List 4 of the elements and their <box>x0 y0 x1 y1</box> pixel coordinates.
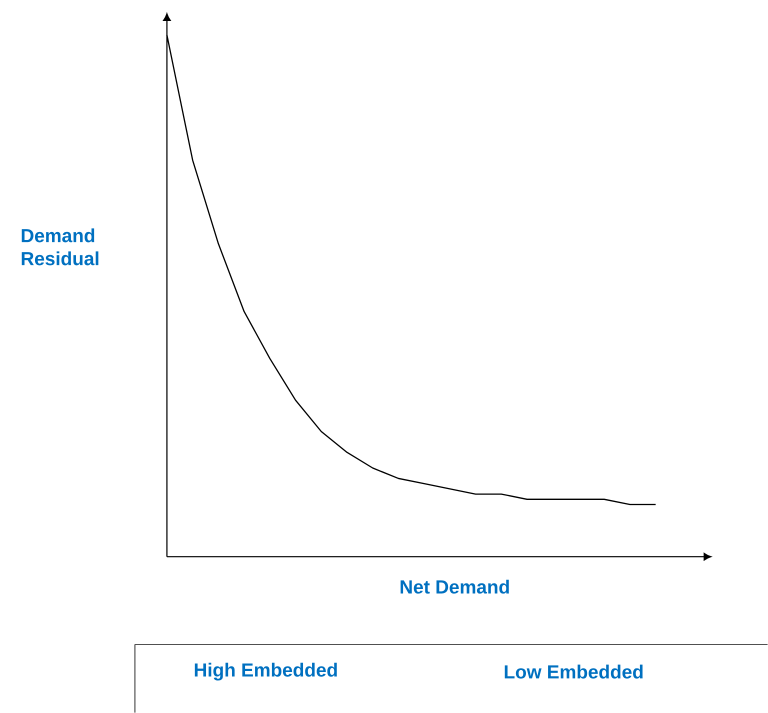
text: High Embedded <box>194 662 337 681</box>
text: Low Embedded <box>504 664 643 679</box>
x-axis-title: Net Demand <box>400 580 509 594</box>
y-axis-title: Demand Residual <box>22 228 98 266</box>
